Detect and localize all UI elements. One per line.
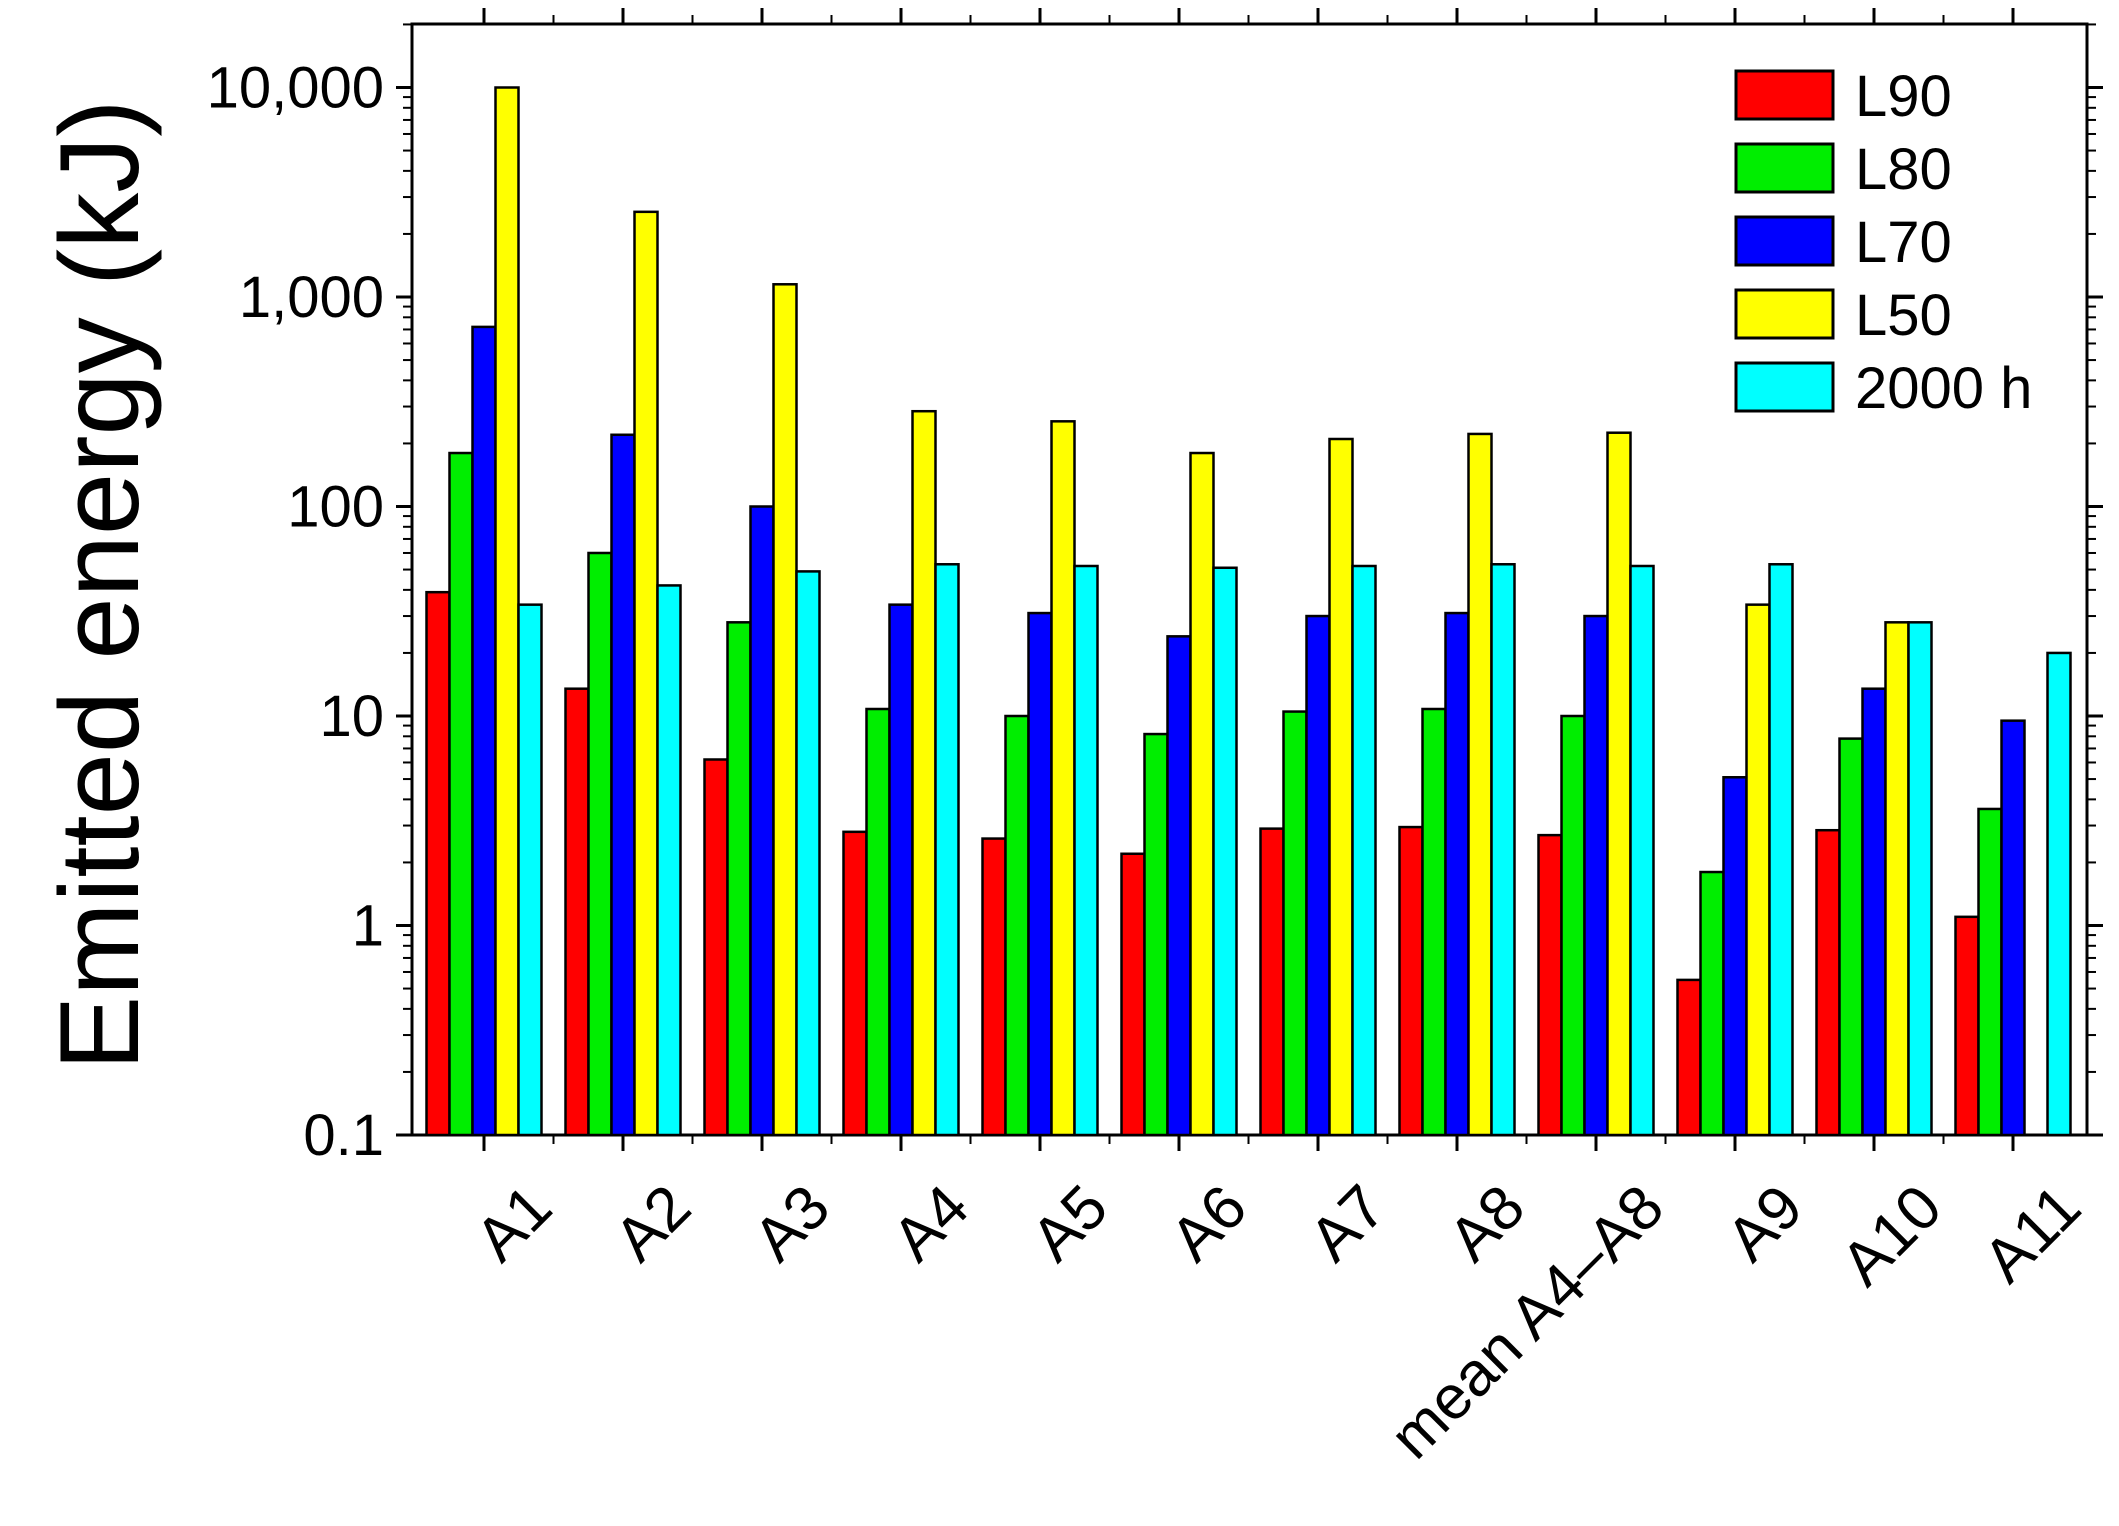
bar-2000-h-a2 xyxy=(656,584,682,1137)
legend-swatch xyxy=(1734,288,1835,340)
bar-2000-h-a1 xyxy=(517,603,543,1137)
bar-l90-a10 xyxy=(1815,828,1841,1137)
bar-l70-mean-a4-a8 xyxy=(1583,614,1609,1137)
x-tick-label: A5 xyxy=(1019,1172,1121,1274)
bar-l50-mean-a4-a8 xyxy=(1606,431,1632,1137)
bars-group xyxy=(425,86,2072,1137)
x-tick-label: A6 xyxy=(1158,1172,1260,1274)
x-tick-label: A8 xyxy=(1436,1172,1538,1274)
y-tick-label: 10,000 xyxy=(207,56,384,121)
x-tick-label: A7 xyxy=(1297,1172,1399,1274)
bar-l50-a6 xyxy=(1189,451,1215,1137)
bar-l90-a3 xyxy=(703,758,729,1137)
bar-2000-h-a11 xyxy=(2046,651,2072,1137)
bar-l70-a2 xyxy=(610,433,636,1137)
bar-l70-a10 xyxy=(1861,687,1887,1137)
legend-swatch xyxy=(1734,69,1835,121)
bar-l50-a10 xyxy=(1884,621,1910,1137)
bar-2000-h-a3 xyxy=(795,570,821,1137)
bar-l80-a6 xyxy=(1143,732,1169,1137)
x-tick-label: A11 xyxy=(1970,1172,2094,1296)
legend-label: L90 xyxy=(1855,64,1952,129)
bar-l90-a4 xyxy=(842,830,868,1137)
x-tick-label: A10 xyxy=(1828,1172,1955,1299)
bar-l50-a3 xyxy=(772,283,798,1137)
bar-l70-a4 xyxy=(888,603,914,1137)
x-tick-label: A2 xyxy=(602,1172,704,1274)
bar-l80-mean-a4-a8 xyxy=(1560,714,1586,1137)
bar-l70-a5 xyxy=(1027,611,1053,1137)
bar-l70-a7 xyxy=(1305,614,1331,1137)
bar-l70-a9 xyxy=(1722,776,1748,1137)
y-axis-label: Emitted energy (kJ) xyxy=(37,100,162,1071)
bar-l90-a1 xyxy=(425,590,451,1137)
bar-l80-a3 xyxy=(726,621,752,1137)
legend-label: L50 xyxy=(1855,283,1952,348)
bar-l90-a9 xyxy=(1676,978,1702,1137)
bar-l80-a2 xyxy=(587,551,613,1137)
y-axis-ticks: 0.1 1 10 100 1,000 10,000 xyxy=(207,23,2103,1168)
legend-swatch xyxy=(1734,361,1835,413)
bar-l70-a6 xyxy=(1166,635,1192,1137)
bar-l50-a5 xyxy=(1050,420,1076,1137)
bar-l90-a6 xyxy=(1120,852,1146,1137)
bar-2000-h-a10 xyxy=(1907,621,1933,1137)
bar-l50-a8 xyxy=(1467,432,1493,1137)
bar-2000-h-a4 xyxy=(934,563,960,1137)
bar-2000-h-a8 xyxy=(1490,563,1516,1137)
bar-l80-a5 xyxy=(1004,714,1030,1137)
bar-l80-a11 xyxy=(1977,807,2003,1137)
y-tick-label: 1 xyxy=(352,894,384,959)
bar-2000-h-a5 xyxy=(1073,564,1099,1137)
bar-l50-a9 xyxy=(1745,603,1771,1137)
bar-l90-a5 xyxy=(981,837,1007,1137)
bar-l90-a8 xyxy=(1398,825,1424,1137)
bar-2000-h-a9 xyxy=(1768,563,1794,1137)
legend: L90 L80 L70 L50 2000 h xyxy=(1734,64,2032,421)
bar-l80-a7 xyxy=(1282,710,1308,1137)
y-tick-label: 0.1 xyxy=(303,1103,384,1168)
bar-l80-a1 xyxy=(448,451,474,1137)
legend-swatch xyxy=(1734,215,1835,267)
bar-l90-mean-a4-a8 xyxy=(1537,833,1563,1137)
bar-l80-a9 xyxy=(1699,870,1725,1137)
legend-label: L70 xyxy=(1855,210,1952,275)
bar-l50-a1 xyxy=(494,86,520,1137)
bar-l90-a11 xyxy=(1954,915,1980,1137)
x-tick-label: A3 xyxy=(741,1172,843,1274)
bar-l50-a7 xyxy=(1328,437,1354,1137)
bar-l70-a1 xyxy=(471,325,497,1137)
legend-label: L80 xyxy=(1855,137,1952,202)
y-tick-label: 10 xyxy=(319,684,384,749)
bar-2000-h-a7 xyxy=(1351,564,1377,1137)
y-tick-label: 100 xyxy=(287,475,384,540)
bar-l50-a2 xyxy=(633,210,659,1137)
y-tick-label: 1,000 xyxy=(239,265,384,330)
x-tick-label: A1 xyxy=(463,1172,565,1274)
bar-l80-a8 xyxy=(1421,707,1447,1137)
bar-l90-a2 xyxy=(564,687,590,1137)
bar-l70-a3 xyxy=(749,505,775,1137)
bar-2000-h-a6 xyxy=(1212,566,1238,1137)
x-tick-label: A9 xyxy=(1714,1172,1816,1274)
bar-2000-h-mean-a4-a8 xyxy=(1629,564,1655,1137)
bar-l70-a8 xyxy=(1444,611,1470,1137)
bar-l80-a4 xyxy=(865,707,891,1137)
bar-l80-a10 xyxy=(1838,737,1864,1137)
bar-l50-a4 xyxy=(911,409,937,1137)
legend-label: 2000 h xyxy=(1855,356,2032,421)
bar-l90-a7 xyxy=(1259,827,1285,1137)
legend-swatch xyxy=(1734,142,1835,194)
x-tick-label: A4 xyxy=(880,1172,982,1274)
bar-l70-a11 xyxy=(2000,719,2026,1137)
